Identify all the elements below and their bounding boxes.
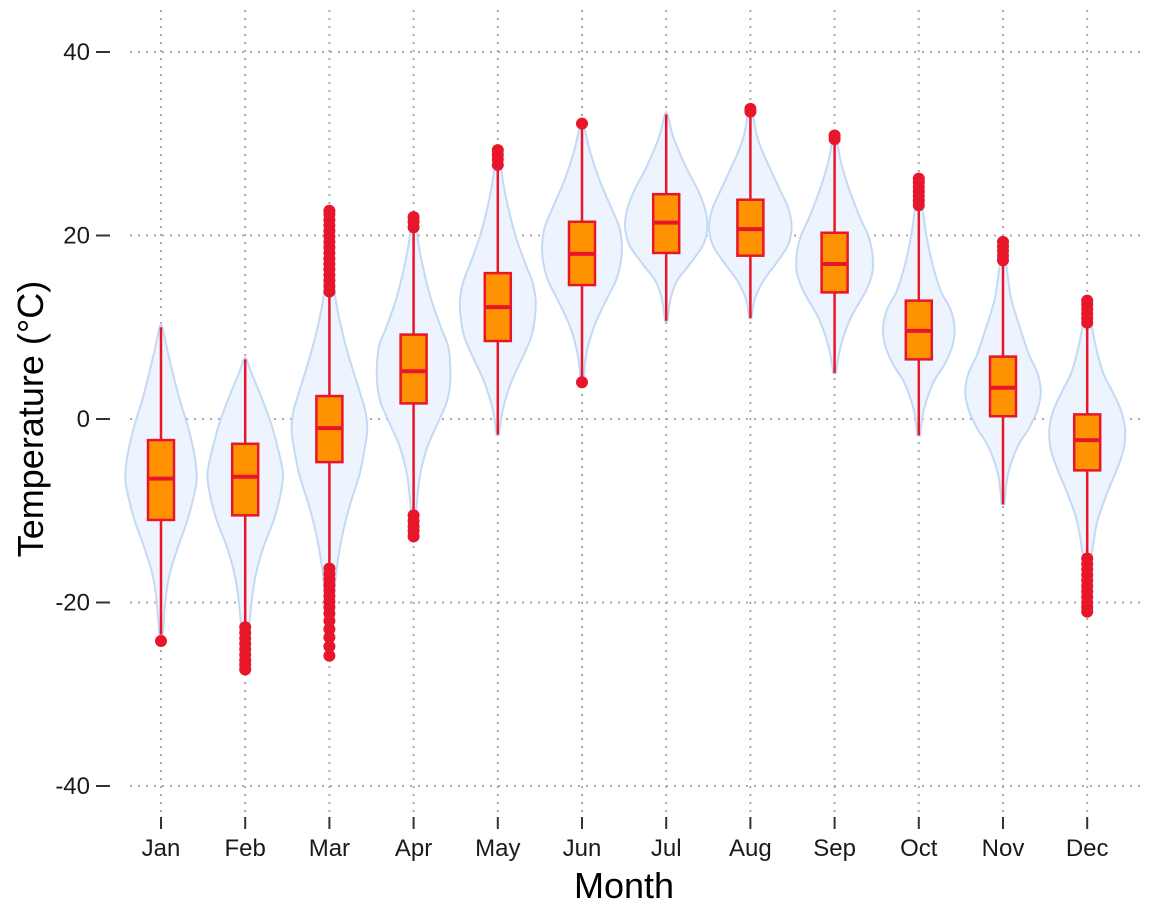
x-tick-label-oct: Oct [900,835,938,862]
x-axis-title: Month [574,865,674,906]
outlier-point [323,204,336,217]
x-tick-label-sep: Sep [813,835,856,862]
outlier-point [323,631,336,644]
outlier-point [576,376,588,389]
axis-layer: -40 -20 0 20 40 Jan Feb Mar Apr May Jun Jul Aug Sep Oc… [55,39,1108,862]
outlier-point [912,172,925,185]
y-tick-label: -40 [55,773,90,800]
violin-layer [124,104,1127,671]
outlier-point [1081,294,1094,307]
y-tick-label: 0 [77,406,90,433]
outlier-point [491,144,504,157]
outlier-point [407,530,420,543]
outlier-point [828,129,841,142]
outlier-point [239,663,252,676]
outlier-point [155,635,167,648]
x-tick-label-may: May [475,835,520,862]
x-tick-label-jul: Jul [651,835,682,862]
outlier-point [407,211,420,224]
x-tick-label-apr: Apr [395,835,432,862]
x-tick-label-dec: Dec [1066,835,1109,862]
y-tick-label: -20 [55,590,90,617]
outlier-point [1081,605,1094,618]
x-tick-label-aug: Aug [729,835,772,862]
y-tick-label: 40 [63,39,90,66]
outlier-point [323,614,336,627]
outlier-point [323,623,336,636]
outlier-point [323,640,336,653]
outlier-point [576,117,588,130]
box-dec [1072,413,1102,472]
box-feb [230,442,260,517]
x-tick-label-feb: Feb [225,835,266,862]
box-apr [399,333,428,405]
x-tick-label-nov: Nov [982,835,1025,862]
y-tick-label: 20 [63,223,90,250]
outlier-point [997,235,1009,248]
outlier-point [323,649,336,662]
x-tick-label-mar: Mar [309,835,350,862]
y-axis-title: Temperature (°C) [10,281,51,557]
x-tick-label-jan: Jan [142,835,181,862]
x-tick-label-jun: Jun [563,835,602,862]
box-layer [146,102,1102,676]
outlier-point [744,102,757,115]
